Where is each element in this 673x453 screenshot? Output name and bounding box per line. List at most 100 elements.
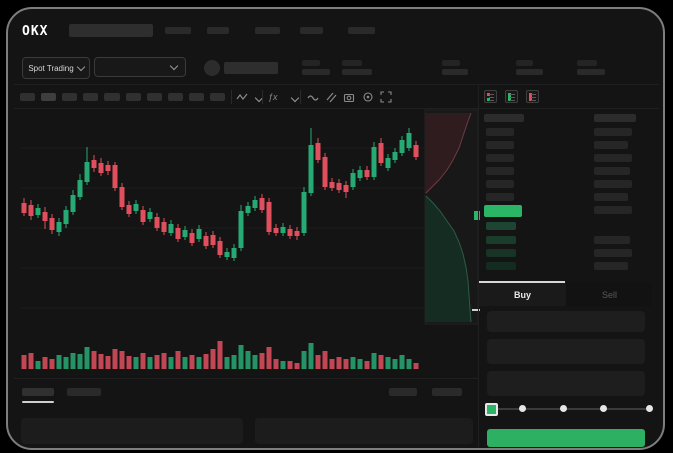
bid-price-skeleton[interactable] [486,222,516,230]
amount-slider-track[interactable] [490,408,650,410]
line-tool-icon[interactable] [307,91,319,103]
ask-price-skeleton[interactable] [486,180,514,188]
ask-amount-skeleton [594,193,628,201]
price-input[interactable] [487,311,645,332]
amount-input[interactable] [487,339,645,364]
timeframe-button[interactable] [62,93,77,101]
book-combined-icon[interactable] [484,90,497,103]
ask-amount-skeleton [594,180,632,188]
timeframe-button[interactable] [41,93,56,101]
slider-handle[interactable] [485,403,498,416]
ob-header-amount-skeleton [594,114,636,122]
tab-sell-label[interactable]: Sell [601,290,617,300]
timeframe-button[interactable] [147,93,162,101]
stat-label-skeleton [516,60,533,66]
gear-icon[interactable] [362,91,374,103]
nav-item-2[interactable] [207,27,229,34]
camera-icon[interactable] [343,91,355,103]
pair-name-skeleton [224,62,278,74]
indicators-fx-icon[interactable]: ƒx [268,92,278,102]
timeframe-button[interactable] [83,93,98,101]
skeleton-title-bar [69,24,153,37]
orders-table-row-skeleton [21,418,243,444]
book-asks-icon[interactable] [526,90,539,103]
bid-price-skeleton[interactable] [486,236,516,244]
stat-label-skeleton [342,60,362,66]
tab-sell[interactable] [566,282,652,306]
app-root: OKX Spot Trading ƒx [8,9,663,448]
chevron-down-icon [169,61,179,71]
ask-price-skeleton[interactable] [486,193,514,201]
bid-price-skeleton[interactable] [486,249,516,257]
ob-header-price-skeleton [484,114,524,122]
market-type-dropdown[interactable]: Spot Trading [22,57,90,79]
bid-price-skeleton[interactable] [486,262,516,270]
ask-amount-skeleton [594,128,632,136]
nav-item-1[interactable] [165,27,191,34]
slider-step-dot[interactable] [560,405,567,412]
ask-amount-skeleton [594,141,628,149]
tab-buy[interactable] [479,282,566,306]
slider-step-dot[interactable] [646,405,653,412]
total-input[interactable] [487,371,645,396]
slider-step-dot[interactable] [600,405,607,412]
divider [262,90,263,104]
fullscreen-icon[interactable] [380,91,392,103]
coin-avatar [204,60,220,76]
divider [300,90,301,104]
chevron-down-icon [76,62,85,72]
bottom-tab-active[interactable] [22,388,54,396]
active-tab-indicator [479,281,565,283]
stat-label-skeleton [442,60,460,66]
bid-amount-skeleton [594,206,632,214]
ask-amount-skeleton [594,154,632,162]
tab-buy-label[interactable]: Buy [513,290,531,300]
stat-value-skeleton [577,69,605,75]
nav-item-5[interactable] [348,27,375,34]
stat-label-skeleton [302,60,320,66]
bottom-action-skeleton[interactable] [432,388,462,396]
ask-price-skeleton[interactable] [486,128,514,136]
timeframe-button[interactable] [210,93,225,101]
ask-amount-skeleton [594,167,630,175]
ask-price-skeleton[interactable] [486,154,514,162]
divider [14,378,478,379]
stat-value-skeleton [516,69,543,75]
book-bids-icon[interactable] [505,90,518,103]
nav-item-3[interactable] [255,27,280,34]
divider [478,108,659,109]
candle-type-icon[interactable] [236,91,248,103]
stat-value-skeleton [442,69,468,75]
compare-icon[interactable] [325,91,337,103]
ask-price-skeleton[interactable] [486,167,514,175]
device-frame: OKX Spot Trading ƒx [6,7,665,450]
bid-amount-skeleton [594,236,630,244]
divider [14,84,659,85]
bottom-action-skeleton[interactable] [389,388,417,396]
last-price-badge[interactable] [484,205,522,217]
active-tab-underline [22,401,54,403]
okx-logo[interactable]: OKX [22,24,49,39]
pair-dropdown[interactable] [94,57,186,77]
divider [14,108,478,109]
market-type-label: Spot Trading [28,63,74,73]
bottom-tab[interactable] [67,388,101,396]
nav-item-4[interactable] [300,27,323,34]
bid-amount-skeleton [594,262,628,270]
slider-step-dot[interactable] [519,405,526,412]
orders-table-row-skeleton [255,418,473,444]
buy-button[interactable] [487,429,645,447]
stat-value-skeleton [342,69,372,75]
timeframe-button[interactable] [168,93,183,101]
ask-price-skeleton[interactable] [486,141,514,149]
stat-label-skeleton [577,60,597,66]
divider [231,90,232,104]
timeframe-button[interactable] [126,93,141,101]
timeframe-button[interactable] [104,93,120,101]
bid-amount-skeleton [594,249,632,257]
timeframe-button[interactable] [189,93,204,101]
stat-value-skeleton [302,69,330,75]
chevron-down-icon[interactable] [290,93,300,103]
timeframe-button[interactable] [20,93,35,101]
price-chart[interactable] [20,108,480,374]
